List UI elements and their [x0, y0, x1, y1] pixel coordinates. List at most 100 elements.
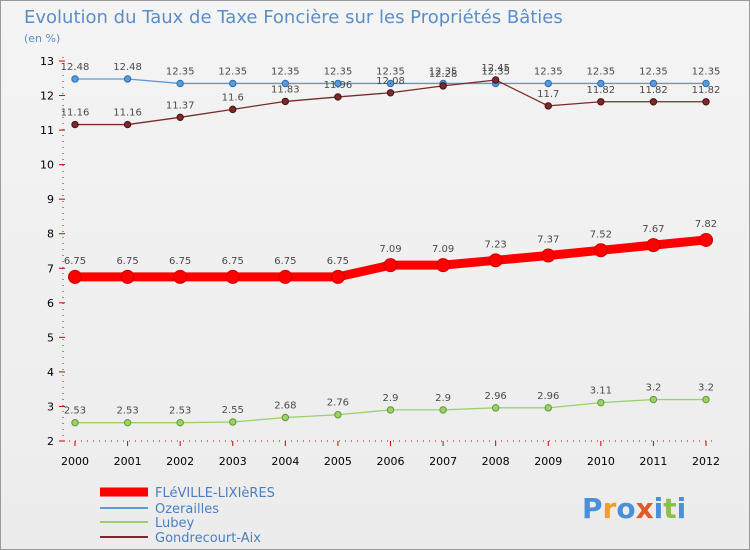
x-tick-label: 2010: [587, 455, 615, 468]
data-label: 6.75: [222, 256, 244, 267]
data-label: 12.28: [429, 69, 458, 80]
x-tick-label: 2003: [219, 455, 247, 468]
data-point: [439, 82, 447, 90]
data-label: 12.48: [61, 62, 90, 73]
data-point: [278, 269, 293, 284]
x-tick-label: 2001: [114, 455, 142, 468]
data-label: 11.83: [271, 84, 300, 95]
data-point: [173, 269, 188, 284]
data-label: 2.9: [383, 393, 399, 404]
data-point: [699, 232, 713, 247]
data-point: [383, 258, 398, 273]
data-label: 2.96: [537, 391, 559, 402]
data-point: [544, 404, 552, 412]
data-label: 2.76: [327, 398, 349, 409]
x-tick-label: 2007: [429, 455, 457, 468]
data-point: [68, 269, 82, 284]
data-point: [439, 406, 447, 414]
data-point: [176, 79, 184, 88]
data-point: [597, 79, 605, 88]
data-label: 6.75: [64, 256, 86, 267]
y-tick-label: 5: [47, 331, 54, 344]
y-tick-label: 10: [40, 159, 54, 172]
brand-letter: t: [663, 492, 676, 525]
legend: FLéVILLE-LIXIèRESOzeraillesLubeyGondreco…: [100, 486, 275, 546]
data-label: 2.53: [169, 406, 191, 417]
x-tick-label: 2005: [324, 455, 352, 468]
x-tick-label: 2006: [377, 455, 405, 468]
brand-letter: i: [677, 492, 687, 525]
data-point: [225, 269, 240, 284]
chart-subtitle: (en %): [24, 32, 60, 45]
data-label: 2.53: [64, 406, 86, 417]
data-label: 11.82: [639, 85, 668, 96]
data-label: 2.96: [485, 391, 507, 402]
data-label: 2.53: [116, 406, 138, 417]
data-label: 12.35: [429, 66, 458, 77]
data-label: 11.16: [61, 108, 90, 119]
y-tick-label: 6: [47, 297, 54, 310]
data-point: [123, 120, 132, 129]
data-point: [649, 395, 658, 404]
data-point: [71, 418, 79, 427]
data-label: 12.48: [113, 62, 142, 73]
data-label: 11.6: [222, 92, 244, 103]
data-point: [281, 97, 290, 106]
data-label: 7.37: [537, 234, 559, 245]
data-point: [544, 79, 552, 88]
data-label: 2.55: [222, 405, 244, 416]
data-label: 11.82: [692, 85, 721, 96]
data-point: [597, 398, 605, 407]
data-point: [702, 79, 710, 88]
data-point: [334, 79, 342, 88]
data-label: 12.35: [324, 66, 353, 77]
y-tick-label: 3: [47, 400, 54, 413]
x-tick-label: 2000: [61, 455, 89, 468]
data-point: [334, 411, 342, 419]
data-label: 7.09: [432, 244, 454, 255]
data-point: [491, 76, 500, 84]
y-tick-label: 12: [40, 90, 54, 103]
data-point: [176, 113, 184, 122]
data-point: [229, 79, 237, 88]
data-point: [702, 98, 710, 106]
data-point: [71, 120, 79, 129]
x-tick-label: 2004: [271, 455, 299, 468]
brand-letter: P: [582, 492, 603, 525]
y-tick-label: 11: [40, 124, 54, 137]
data-label: 2.9: [435, 393, 451, 404]
data-point: [646, 238, 661, 253]
data-label: 2.68: [274, 401, 296, 412]
data-label: 11.7: [537, 89, 559, 100]
data-point: [330, 269, 345, 284]
data-label: 12.35: [534, 66, 563, 77]
data-label: 7.23: [485, 239, 507, 250]
chart-title: Evolution du Taux de Taxe Foncière sur l…: [24, 7, 563, 28]
x-tick-label: 2011: [639, 455, 667, 468]
y-tick-label: 4: [47, 366, 54, 379]
legend-label: Ozerailles: [155, 502, 219, 517]
series-layer: [68, 75, 713, 427]
data-label: 6.75: [116, 256, 138, 267]
data-point: [541, 248, 556, 263]
data-label: 3.11: [590, 386, 612, 397]
data-label: 3.2: [698, 383, 714, 394]
brand-letter: o: [616, 492, 635, 525]
data-point: [491, 404, 500, 412]
data-label: 11.37: [166, 100, 195, 111]
y-tick-label: 13: [40, 55, 54, 68]
data-point: [386, 406, 395, 414]
data-point: [386, 79, 395, 88]
data-point: [120, 269, 135, 284]
data-point: [649, 98, 658, 106]
data-label: 12.35: [166, 66, 195, 77]
data-point: [123, 418, 132, 427]
y-tick-label: 9: [47, 193, 54, 206]
data-label: 7.82: [695, 219, 717, 230]
data-label: 12.35: [376, 66, 405, 77]
data-point: [593, 243, 608, 258]
data-point: [386, 89, 395, 97]
data-label: 7.52: [590, 229, 612, 240]
data-point: [334, 93, 342, 101]
data-label: 11.16: [113, 108, 142, 119]
